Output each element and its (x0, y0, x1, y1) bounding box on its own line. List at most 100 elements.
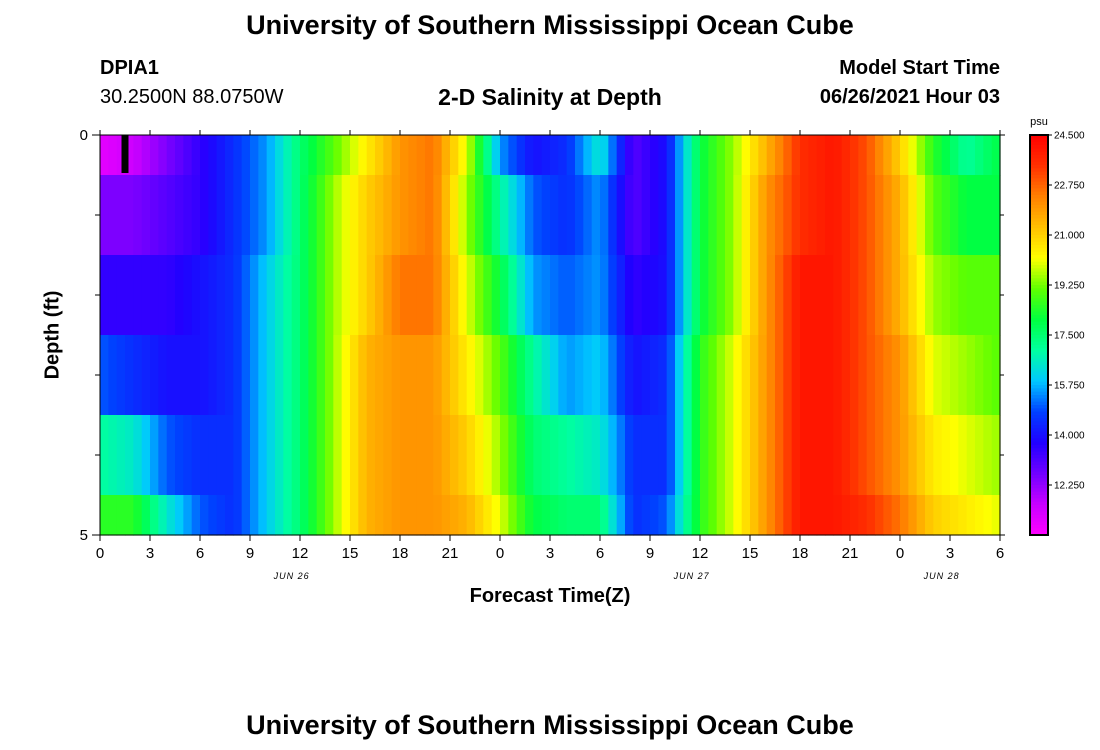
heatmap-cell (633, 135, 643, 176)
heatmap-cell (166, 495, 176, 536)
heatmap-cell (725, 255, 734, 336)
colorbar-segment (1030, 485, 1048, 489)
heatmap-cell (616, 175, 626, 256)
heatmap-cell (583, 335, 593, 416)
colorbar-segment (1030, 231, 1048, 236)
heatmap-cell (441, 135, 451, 176)
colorbar-segment (1030, 488, 1048, 493)
heatmap-cell (308, 175, 318, 256)
heatmap-cell (241, 175, 251, 256)
heatmap-cell (925, 175, 934, 256)
heatmap-cell (991, 335, 1001, 416)
heatmap-cell (575, 175, 584, 256)
heatmap-cell (983, 255, 993, 336)
colorbar-segment (1030, 421, 1048, 426)
colorbar-segment (1030, 401, 1048, 406)
heatmap-cell (283, 175, 293, 256)
heatmap-cell (833, 255, 843, 336)
heatmap-cell (808, 255, 818, 336)
heatmap-cell (808, 415, 818, 496)
heatmap-cell (933, 415, 943, 496)
heatmap-cell (141, 135, 151, 176)
heatmap-cell (525, 495, 534, 536)
heatmap-cell (233, 495, 243, 536)
heatmap-cell (333, 175, 343, 256)
heatmap-cell (683, 335, 693, 416)
heatmap-cell (758, 495, 768, 536)
heatmap-cell (300, 495, 309, 536)
heatmap-cell (825, 175, 834, 256)
heatmap-cell (558, 175, 568, 256)
colorbar-tick-label: 19.250 (1054, 281, 1085, 292)
y-tick-label: 5 (80, 527, 88, 544)
heatmap-cell (266, 415, 276, 496)
heatmap-cell (716, 175, 726, 256)
heatmap-cell (875, 495, 884, 536)
heatmap-cell (216, 135, 226, 176)
heatmap-cell (116, 135, 126, 176)
heatmap-cell (641, 135, 651, 176)
heatmap-cell (233, 175, 243, 256)
heatmap-cell (275, 255, 284, 336)
heatmap-cell (550, 255, 559, 336)
colorbar-segment (1030, 368, 1048, 373)
heatmap-cell (808, 135, 818, 176)
colorbar-segment (1030, 248, 1048, 253)
heatmap-cell (800, 255, 809, 336)
heatmap-cell (141, 495, 151, 536)
heatmap-cell (266, 335, 276, 416)
heatmap-cell (916, 415, 926, 496)
colorbar-segment (1030, 418, 1048, 423)
heatmap-cell (275, 335, 284, 416)
heatmap-cell (358, 415, 368, 496)
heatmap-cell (800, 335, 809, 416)
heatmap-cell (941, 335, 951, 416)
heatmap-cell (900, 255, 909, 336)
heatmap-cell (541, 255, 551, 336)
heatmap-cell (216, 175, 226, 256)
heatmap-cell (641, 495, 651, 536)
heatmap-cell (141, 415, 151, 496)
x-tick-label: 0 (896, 545, 904, 562)
heatmap-cell (341, 415, 351, 496)
heatmap-cell (666, 135, 676, 176)
heatmap-cell (175, 255, 184, 336)
colorbar-tick-label: 15.750 (1054, 381, 1085, 392)
heatmap-cell (791, 175, 801, 256)
heatmap-cell (933, 175, 943, 256)
heatmap-cell (516, 175, 526, 256)
heatmap-cell (808, 335, 818, 416)
heatmap-cell (850, 255, 859, 336)
heatmap-cell (450, 175, 459, 256)
heatmap-cell (316, 175, 326, 256)
heatmap-cell (183, 495, 193, 536)
heatmap-cell (725, 415, 734, 496)
colorbar-segment (1030, 171, 1048, 176)
heatmap-cell (316, 335, 326, 416)
heatmap-cell (733, 335, 743, 416)
heatmap-cell (441, 495, 451, 536)
heatmap-cell (241, 135, 251, 176)
heatmap-cell (241, 335, 251, 416)
colorbar-segment (1030, 141, 1048, 146)
heatmap-cell (325, 415, 334, 496)
heatmap-cell (466, 415, 476, 496)
colorbar-segment (1030, 215, 1048, 219)
heatmap-cell (966, 255, 976, 336)
heatmap-cell (900, 135, 909, 176)
heatmap-cell (716, 255, 726, 336)
colorbar-segment (1030, 241, 1048, 246)
heatmap-cell (191, 175, 201, 256)
heatmap-cell (858, 175, 868, 256)
colorbar-segment (1030, 245, 1048, 249)
heatmap-cell (575, 255, 584, 336)
heatmap-cell (575, 135, 584, 176)
x-tick-label: 15 (342, 545, 359, 562)
heatmap-cell (916, 495, 926, 536)
heatmap-cell (366, 135, 376, 176)
colorbar-segment (1030, 405, 1048, 409)
heatmap-cell (891, 495, 901, 536)
heatmap-cell (283, 135, 293, 176)
heatmap-cell (841, 175, 851, 256)
heatmap-cell (641, 335, 651, 416)
